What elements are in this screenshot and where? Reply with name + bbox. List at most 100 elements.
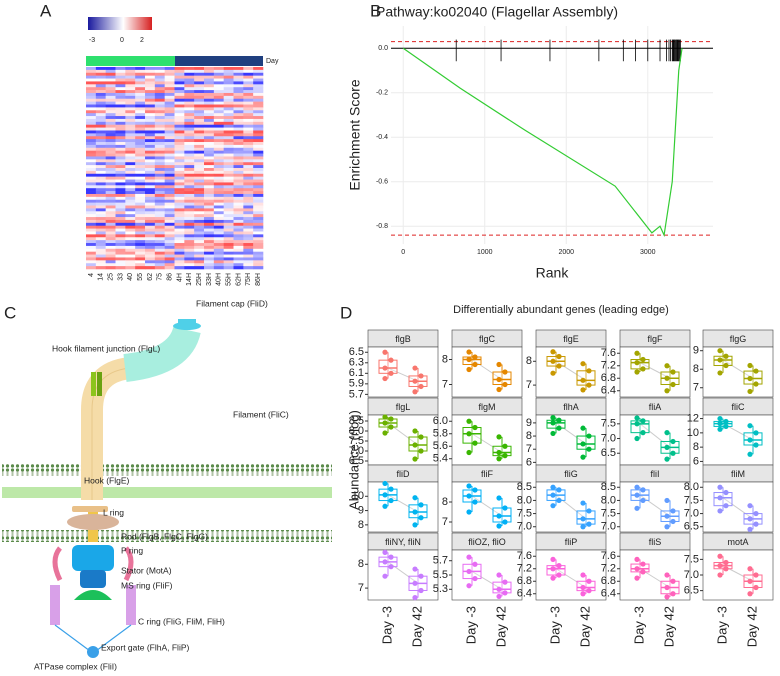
heat-cell [86,225,97,229]
heat-cell [115,182,126,186]
point [496,376,502,383]
point [634,484,640,490]
heat-cell [145,228,156,232]
heat-cell [204,95,215,100]
point [580,425,586,431]
heat-cell [204,121,215,126]
heat-cell [253,263,264,267]
heat-cell [86,263,97,267]
heat-cell [194,214,205,218]
heat-cell [135,254,146,258]
heat-cell [204,245,215,250]
heat-cell [233,263,244,267]
heat-cell [164,193,175,198]
heat-cell [243,150,254,154]
heat-cell [204,254,215,258]
heat-cell [213,234,224,238]
point [670,450,676,456]
heat-cell [213,90,224,94]
heat-cell [125,240,136,244]
point [412,595,418,601]
heat-cell [86,133,97,137]
heat-cell [154,179,165,183]
box [630,563,650,573]
heat-cell [253,228,264,232]
point [747,362,753,369]
heat-cell [95,266,106,270]
heat-cell [233,257,244,261]
diagram-label: Filament (FliC) [233,409,289,419]
heat-cell [174,147,185,151]
heat-cell [164,260,175,264]
heat-cell [174,124,185,128]
heat-cell [174,118,185,123]
heat-cell [233,254,244,258]
y-tick-label: 7.2 [601,563,616,575]
point [472,487,478,493]
box [713,492,733,507]
heat-cell [164,75,175,79]
heat-cell [233,260,244,264]
heat-cell [86,130,97,134]
heat-cell [95,136,106,140]
heat-cell [243,199,254,203]
heat-cell [154,237,165,241]
heat-cell [105,116,116,120]
heat-cell [213,162,224,166]
heat-cell [145,176,156,180]
heat-cell [154,231,165,235]
heat-cell [86,159,97,163]
heat-cell [95,87,106,91]
heat-cell [184,136,195,140]
diagram-label: C ring (FliG, FliM, FliH) [138,616,225,626]
heat-cell [243,214,254,218]
point [664,513,670,519]
heat-cell [164,90,175,94]
heat-cell [204,130,215,134]
heat-cell [204,162,215,166]
heat-cell [243,211,254,215]
y-tick-label: 5.4 [433,453,448,465]
y-tick-label: 7 [442,378,448,390]
heat-cell [174,95,185,100]
point [496,456,502,462]
heat-cell [115,142,126,146]
heat-cell [95,199,106,203]
junction [97,372,102,396]
heat-cell [105,81,116,85]
heat-cell [184,179,195,183]
heat-cell [154,95,165,100]
heat-cell [95,75,106,79]
heat-cell [164,98,175,102]
heat-cell [253,225,264,229]
heat-cell [233,92,244,97]
heat-cell [105,130,116,134]
heat-cell [253,136,264,140]
heat-cell [233,225,244,229]
heat-cell [164,95,175,100]
point [382,365,388,371]
heat-cell [204,113,215,117]
heat-cell [95,159,106,163]
heat-cell [184,153,195,157]
heat-cell [233,168,244,172]
heat-cell [204,147,215,151]
atpase [87,646,99,658]
heat-cell [194,130,205,134]
heat-cell [86,142,97,146]
heat-cell [95,217,106,221]
heat-cell [105,251,116,255]
point [640,418,646,424]
panel-label: C [4,303,16,322]
heat-cell [253,214,264,218]
y-tick-label: 7.0 [601,521,616,533]
heat-cell [86,231,97,235]
heat-cell [95,156,106,160]
heat-cell [164,222,175,227]
y-tick-label: 8 [526,430,532,442]
heat-cell [86,199,97,203]
heat-cell [164,116,175,120]
heat-cell [223,98,234,102]
heat-cell [145,168,156,172]
point [747,451,753,457]
